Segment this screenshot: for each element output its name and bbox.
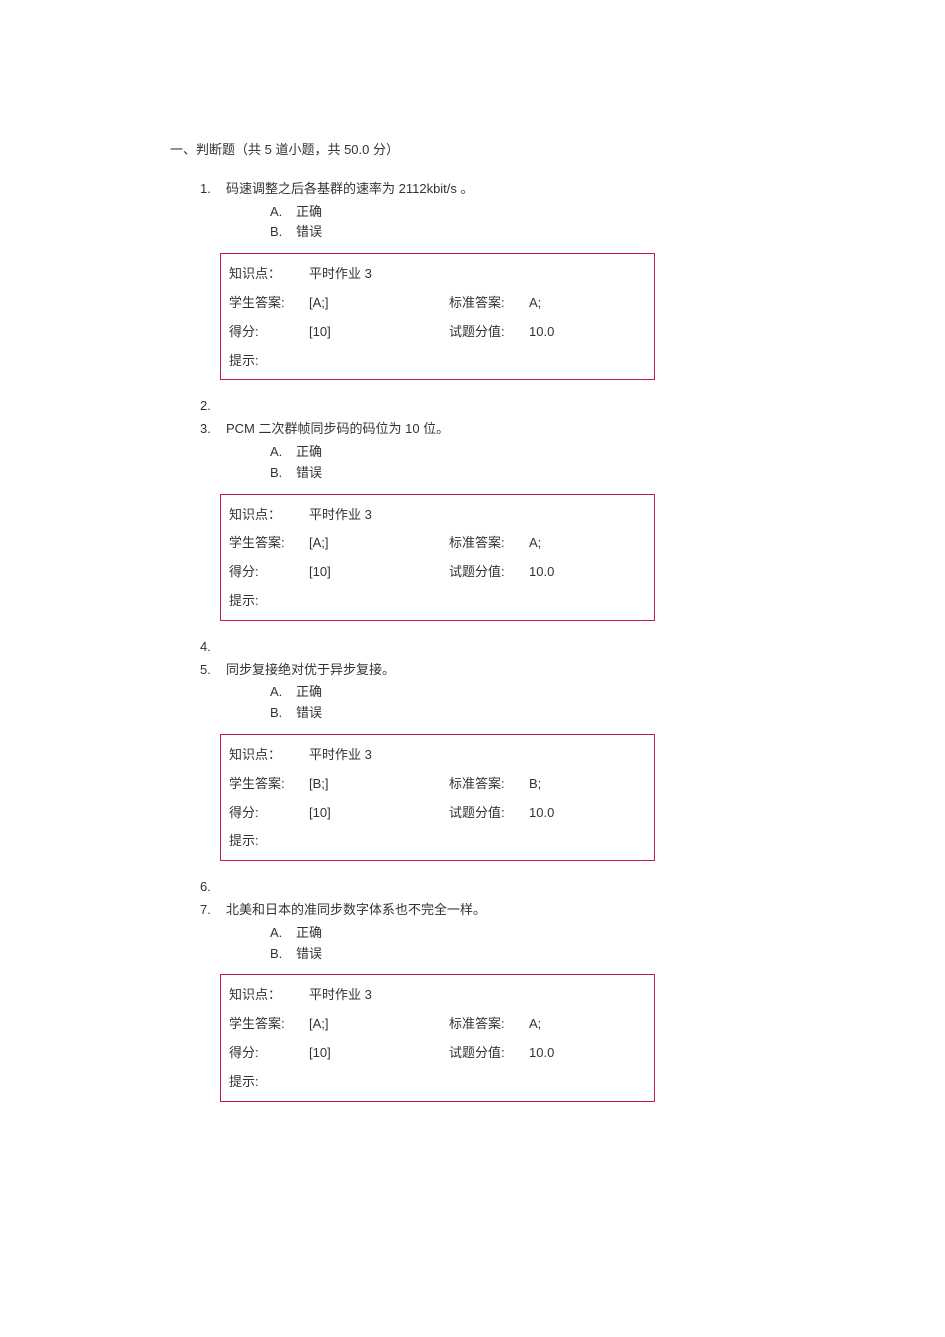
answer-box: 知识点： 平时作业 3 学生答案: [B;] 标准答案: B; 得分: [10]… <box>220 734 655 861</box>
question-item: 5. 同步复接绝对优于异步复接。 A. 正确 B. 错误 知识点： 平时作业 3… <box>200 660 775 862</box>
question-item: 3. PCM 二次群帧同步码的码位为 10 位。 A. 正确 B. 错误 知识点… <box>200 419 775 621</box>
option-b: B. 错误 <box>270 463 775 484</box>
option-letter: A. <box>270 442 286 463</box>
question-text: 码速调整之后各基群的速率为 2112kbit/s 。 <box>226 179 474 200</box>
item-value-label: 试题分值: <box>449 803 529 824</box>
question-item: 7. 北美和日本的准同步数字体系也不完全一样。 A. 正确 B. 错误 知识点：… <box>200 900 775 1102</box>
standard-answer-label: 标准答案: <box>449 533 529 554</box>
option-letter: B. <box>270 463 286 484</box>
hint-label: 提示: <box>229 591 309 612</box>
score-value: [10] <box>309 803 449 824</box>
question-text: PCM 二次群帧同步码的码位为 10 位。 <box>226 419 449 440</box>
student-answer-value: [A;] <box>309 533 449 554</box>
option-a: A. 正确 <box>270 442 775 463</box>
hint-label: 提示: <box>229 831 309 852</box>
kp-value: 平时作业 3 <box>309 985 449 1006</box>
kp-label: 知识点： <box>229 985 309 1006</box>
option-letter: A. <box>270 923 286 944</box>
kp-value: 平时作业 3 <box>309 505 449 526</box>
options-block: A. 正确 B. 错误 <box>200 202 775 244</box>
standard-answer-label: 标准答案: <box>449 293 529 314</box>
option-letter: B. <box>270 944 286 965</box>
standard-answer-value: A; <box>529 293 646 314</box>
item-value: 10.0 <box>529 1043 646 1064</box>
score-label: 得分: <box>229 803 309 824</box>
score-label: 得分: <box>229 322 309 343</box>
option-letter: A. <box>270 202 286 223</box>
option-text: 错误 <box>296 944 322 965</box>
answer-box: 知识点： 平时作业 3 学生答案: [A;] 标准答案: A; 得分: [10]… <box>220 253 655 380</box>
options-block: A. 正确 B. 错误 <box>200 923 775 965</box>
answer-box: 知识点： 平时作业 3 学生答案: [A;] 标准答案: A; 得分: [10]… <box>220 974 655 1101</box>
standard-answer-value: A; <box>529 533 646 554</box>
answer-box: 知识点： 平时作业 3 学生答案: [A;] 标准答案: A; 得分: [10]… <box>220 494 655 621</box>
question-number: 3. <box>200 419 218 440</box>
student-answer-value: [A;] <box>309 293 449 314</box>
kp-value: 平时作业 3 <box>309 264 449 285</box>
standard-answer-label: 标准答案: <box>449 774 529 795</box>
item-value-label: 试题分值: <box>449 562 529 583</box>
student-answer-label: 学生答案: <box>229 774 309 795</box>
options-block: A. 正确 B. 错误 <box>200 682 775 724</box>
kp-label: 知识点： <box>229 745 309 766</box>
score-value: [10] <box>309 322 449 343</box>
question-number: 4. <box>200 637 218 658</box>
option-text: 错误 <box>296 222 322 243</box>
option-a: A. 正确 <box>270 923 775 944</box>
standard-answer-value: B; <box>529 774 646 795</box>
item-value: 10.0 <box>529 562 646 583</box>
kp-label: 知识点： <box>229 264 309 285</box>
hint-label: 提示: <box>229 351 309 372</box>
question-number: 2. <box>200 396 218 417</box>
standard-answer-label: 标准答案: <box>449 1014 529 1035</box>
option-text: 正确 <box>296 682 322 703</box>
score-value: [10] <box>309 562 449 583</box>
question-text: 北美和日本的准同步数字体系也不完全一样。 <box>226 900 486 921</box>
item-value-label: 试题分值: <box>449 1043 529 1064</box>
question-number: 1. <box>200 179 218 200</box>
option-b: B. 错误 <box>270 703 775 724</box>
student-answer-label: 学生答案: <box>229 1014 309 1035</box>
option-letter: A. <box>270 682 286 703</box>
question-number: 5. <box>200 660 218 681</box>
option-a: A. 正确 <box>270 682 775 703</box>
question-item: 1. 码速调整之后各基群的速率为 2112kbit/s 。 A. 正确 B. 错… <box>200 179 775 381</box>
question-number: 7. <box>200 900 218 921</box>
item-value-label: 试题分值: <box>449 322 529 343</box>
item-value: 10.0 <box>529 803 646 824</box>
kp-label: 知识点： <box>229 505 309 526</box>
question-number: 6. <box>200 877 218 898</box>
option-letter: B. <box>270 222 286 243</box>
option-text: 错误 <box>296 703 322 724</box>
item-value: 10.0 <box>529 322 646 343</box>
option-b: B. 错误 <box>270 944 775 965</box>
standard-answer-value: A; <box>529 1014 646 1035</box>
student-answer-value: [B;] <box>309 774 449 795</box>
student-answer-label: 学生答案: <box>229 533 309 554</box>
option-text: 正确 <box>296 202 322 223</box>
options-block: A. 正确 B. 错误 <box>200 442 775 484</box>
student-answer-value: [A;] <box>309 1014 449 1035</box>
option-text: 正确 <box>296 923 322 944</box>
option-letter: B. <box>270 703 286 724</box>
option-a: A. 正确 <box>270 202 775 223</box>
option-text: 错误 <box>296 463 322 484</box>
score-label: 得分: <box>229 562 309 583</box>
section-title: 一、判断题（共 5 道小题，共 50.0 分） <box>170 140 775 161</box>
kp-value: 平时作业 3 <box>309 745 449 766</box>
option-b: B. 错误 <box>270 222 775 243</box>
option-text: 正确 <box>296 442 322 463</box>
hint-label: 提示: <box>229 1072 309 1093</box>
student-answer-label: 学生答案: <box>229 293 309 314</box>
question-text: 同步复接绝对优于异步复接。 <box>226 660 395 681</box>
question-list: 1. 码速调整之后各基群的速率为 2112kbit/s 。 A. 正确 B. 错… <box>170 179 775 1102</box>
score-label: 得分: <box>229 1043 309 1064</box>
score-value: [10] <box>309 1043 449 1064</box>
